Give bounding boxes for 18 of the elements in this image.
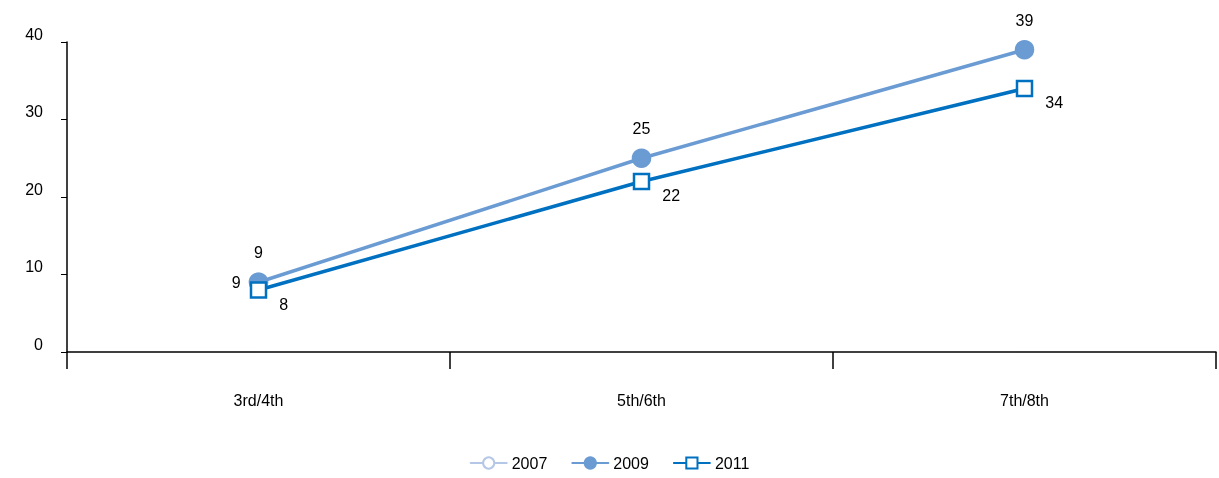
data-label: 22 <box>662 187 681 204</box>
y-tick-label: 20 <box>25 180 44 198</box>
data-label: 34 <box>1045 94 1064 111</box>
y-tick-label: 0 <box>34 335 44 353</box>
legend-label: 2011 <box>714 454 750 472</box>
x-tick-label: 5th/6th <box>617 391 666 409</box>
data-label: 39 <box>1015 11 1034 29</box>
x-tick-label: 3rd/4th <box>233 391 284 409</box>
data-label: 25 <box>632 120 651 137</box>
y-tick-label: 30 <box>25 103 44 120</box>
data-label: 9 <box>254 244 264 261</box>
y-tick-label: 40 <box>25 25 44 43</box>
legend-label: 2007 <box>511 454 548 472</box>
data-label: 9 <box>231 273 241 291</box>
y-tick-label: 10 <box>25 258 44 275</box>
data-label: 8 <box>279 295 289 313</box>
legend-label: 2009 <box>613 454 649 472</box>
x-tick-label: 7th/8th <box>1000 391 1049 409</box>
